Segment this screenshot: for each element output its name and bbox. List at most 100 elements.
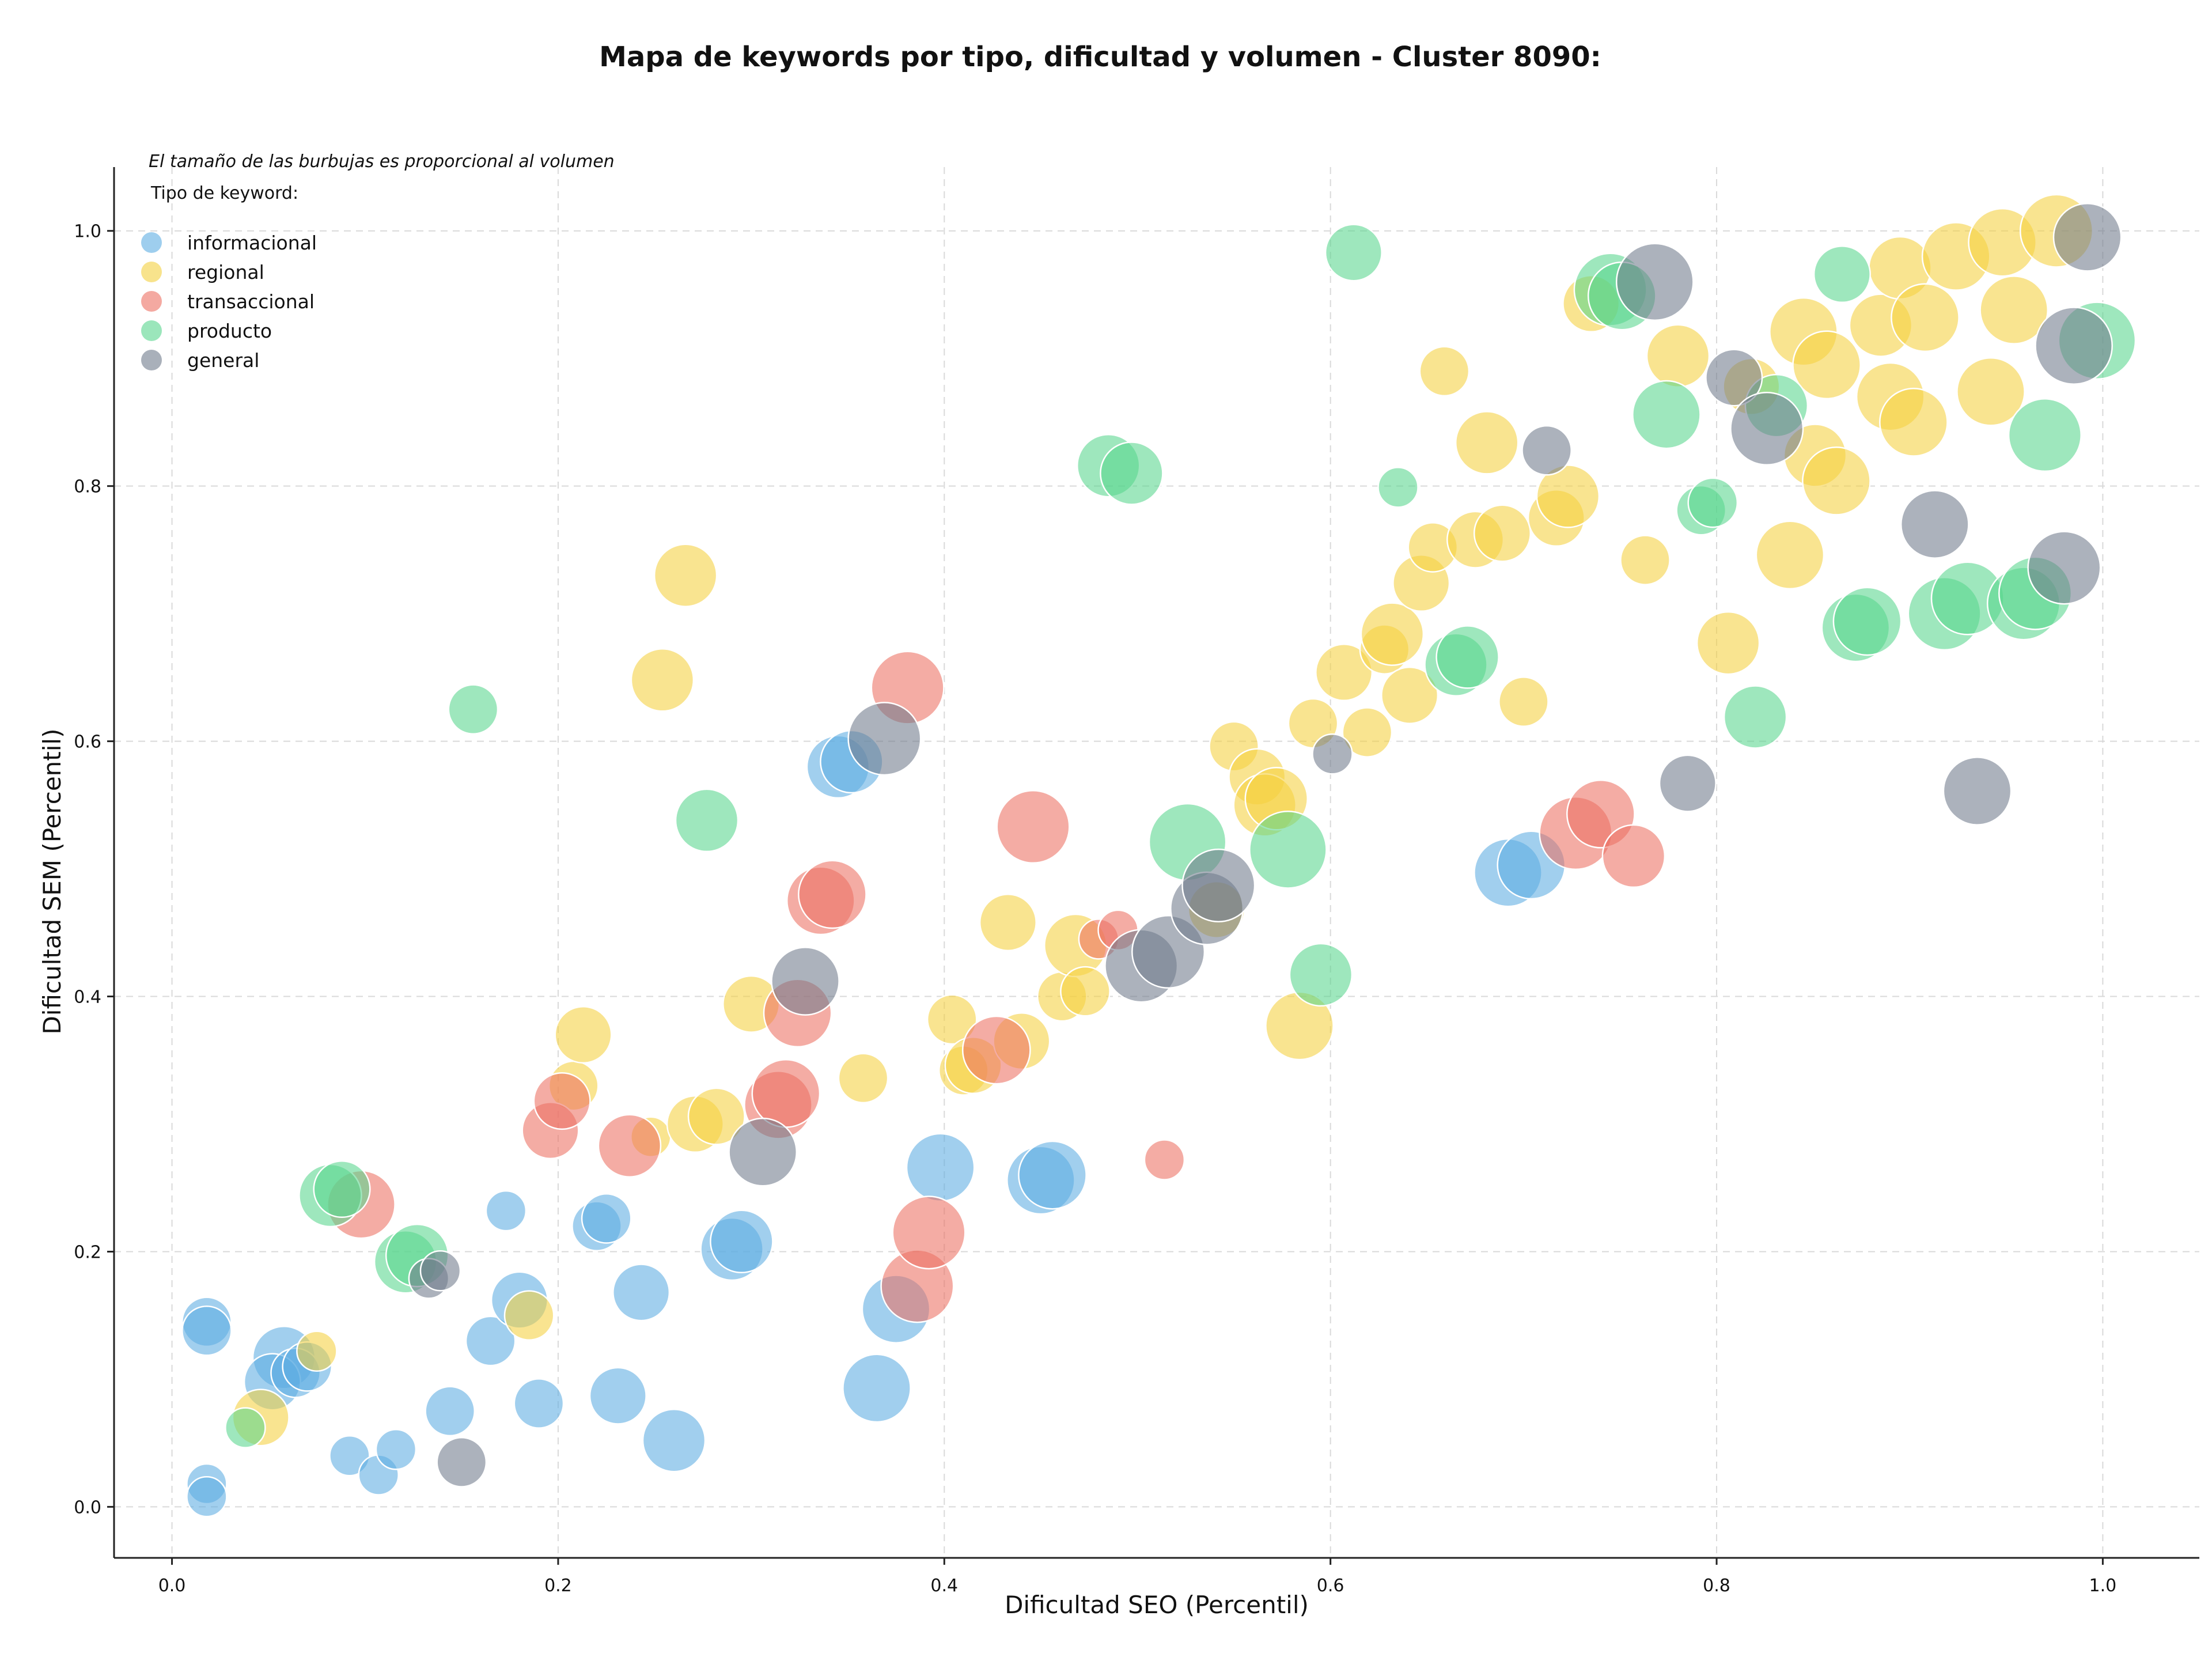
bubble-informacional [581,1193,632,1244]
y-tick-label: 0.8 [74,477,101,497]
bubble-regional [1536,464,1600,528]
bubble-regional [296,1330,338,1372]
y-tick-label: 0.4 [74,987,101,1008]
bubble-informacional [842,1353,911,1423]
x-tick-label: 0.0 [158,1576,186,1596]
bubble-producto [675,788,739,853]
bubble-informacional [485,1190,527,1232]
bubble-regional [1360,602,1425,666]
bubble-regional [503,1290,555,1341]
legend-label-informacional: informacional [187,232,317,254]
y-tick-label: 0.6 [74,732,101,752]
bubble-producto [313,1160,371,1219]
bubble-informacional [186,1475,228,1518]
y-tick-label: 0.0 [74,1497,101,1518]
bubble-transaccional [1143,1139,1185,1181]
bubble-regional [1473,504,1532,562]
y-tick-label: 0.2 [74,1242,101,1262]
bubble-producto [2008,398,2082,472]
bubble-producto [1100,441,1164,505]
legend-title: Tipo de keyword: [150,183,298,203]
bubble-producto [1723,685,1787,749]
bubble-general [1705,349,1763,407]
series-transaccional [327,650,1666,1323]
bubble-producto [1249,811,1327,889]
bubble-regional [554,1005,612,1064]
bubble-informacional [906,1133,975,1202]
bubble-regional [979,894,1037,952]
bubble-general [2035,307,2113,385]
x-tick-label: 0.4 [930,1576,958,1596]
bubble-producto [225,1407,266,1448]
bubble-regional [1342,707,1393,758]
bubble-general [1658,754,1717,812]
bubble-regional [1646,324,1710,388]
bubble-regional [653,543,718,607]
bubble-transaccional [798,860,867,929]
bubble-general [1900,490,1969,559]
bubble-regional [1979,275,2049,345]
bubble-general [1942,756,2012,826]
y-axis-label: Dificultad SEM (Percentil) [38,729,66,1035]
y-tick-label: 1.0 [74,222,101,242]
bubble-informacional [375,1429,417,1470]
bubble-general [2052,202,2122,272]
bubble-regional [1802,446,1871,516]
bubble-producto [1632,380,1701,449]
series-general [408,202,2122,1488]
legend-marker-transaccional [141,291,162,312]
legend-label-regional: regional [187,261,264,283]
bubble-size-note: El tamaño de las burbujas es proporciona… [149,152,615,172]
bubble-informacional [329,1435,370,1477]
bubble-regional [687,1087,745,1145]
bubble-general [1615,243,1694,321]
bubble-transaccional [751,1059,821,1128]
bubble-general [1521,425,1572,476]
chart-title: Mapa de keywords por tipo, dificultad y … [599,41,1601,73]
legend-marker-regional [141,262,162,282]
legend-marker-informacional [141,232,162,253]
bubble-producto [1687,477,1738,528]
legend-label-transaccional: transaccional [187,290,315,313]
bubble-informacional [465,1315,516,1367]
bubble-regional [1419,346,1470,397]
legend: El tamaño de las burbujas es proporciona… [141,152,615,372]
bubble-informacional [589,1367,647,1425]
bubble-transaccional [892,1195,966,1270]
bubble-transaccional [597,1114,662,1178]
bubble-informacional [181,1305,232,1356]
x-axis-label: Dificultad SEO (Percentil) [1005,1591,1309,1619]
bubble-informacional [1018,1140,1087,1210]
bubble-producto [1377,467,1419,508]
bubble-regional [1879,388,1948,457]
bubble-regional [630,648,695,712]
bubble-regional [1696,611,1760,675]
bubble-general [1312,733,1353,775]
bubble-producto [1832,587,1902,656]
bubble-regional [1381,666,1439,724]
legend-label-general: general [187,349,259,372]
bubble-general [1181,848,1256,922]
bubble-general [847,702,922,776]
x-tick-label: 0.2 [544,1576,572,1596]
bubble-transaccional [961,1015,1031,1085]
legend-label-producto: producto [187,320,272,342]
bubble-informacional [425,1386,476,1437]
x-tick-label: 0.8 [1703,1576,1730,1596]
bubble-general [419,1250,461,1292]
bubble-regional [926,994,978,1045]
bubble-informacional [710,1209,774,1274]
bubble-general [2027,531,2101,605]
series-informacional [181,729,1566,1518]
bubble-regional [1792,330,1861,400]
bubble-general [728,1117,798,1187]
bubble-general [771,947,840,1016]
bubble-informacional [513,1378,565,1429]
legend-marker-general [141,350,162,370]
bubble-informacional [642,1408,706,1473]
bubble-regional [1455,411,1519,475]
axes-layer: 0.0 0.2 0.4 0.6 0.8 1.0 0.0 0.2 0.4 0.6 0.8 1.0 [74,167,2199,1596]
bubble-producto [1324,224,1382,282]
